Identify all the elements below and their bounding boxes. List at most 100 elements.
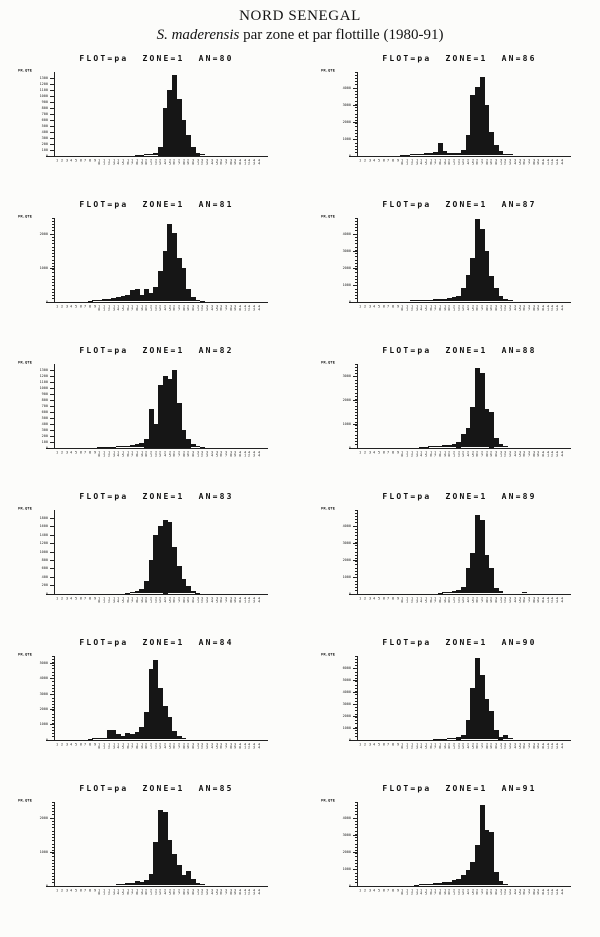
histogram-bar [493, 288, 499, 302]
y-axis-line [54, 363, 55, 448]
y-minor-tick [355, 729, 357, 731]
y-minor-tick [355, 875, 357, 877]
y-minor-tick [355, 444, 357, 446]
y-tick-label: 1000 [39, 549, 48, 554]
histogram-bar [181, 267, 187, 302]
y-tick-label: 500 [41, 123, 48, 128]
histogram-bar [195, 882, 201, 886]
histogram-bar [120, 446, 126, 448]
y-minor-tick [355, 84, 357, 86]
histogram-bar [446, 881, 452, 886]
y-tick [50, 851, 54, 853]
x-tick-label: 6 [79, 596, 82, 600]
x-tick-label: 8 [89, 596, 92, 600]
y-minor-tick [355, 655, 357, 657]
x-axis-line [46, 301, 268, 303]
histogram-bar [437, 298, 443, 302]
y-minor-tick [355, 431, 357, 433]
y-minor-tick [355, 830, 357, 832]
histogram-bar [158, 384, 163, 448]
y-tick [50, 131, 54, 133]
x-axis-line [349, 885, 571, 887]
y-minor-tick [355, 885, 357, 887]
x-axis-line [349, 447, 571, 449]
x-tick-label: 9 [396, 450, 399, 454]
x-tick-label: 6 [79, 304, 82, 308]
x-tick-label: 1 [359, 888, 362, 892]
histogram-bar [134, 154, 140, 156]
histogram-bar [143, 880, 149, 886]
x-tick-label: 1 [56, 450, 59, 454]
histogram-bar [456, 736, 462, 740]
y-minor-tick [355, 882, 357, 884]
histogram-bar [148, 408, 154, 448]
y-minor-tick [355, 220, 357, 222]
y-tick-label: 1000 [342, 282, 351, 287]
y-minor-tick [355, 223, 357, 225]
histogram-bar [475, 845, 481, 886]
y-axis-title: FR.QTE [18, 505, 32, 510]
y-tick [50, 818, 54, 820]
y-minor-tick [355, 379, 357, 381]
y-tick [50, 559, 54, 561]
y-minor-tick [52, 678, 54, 680]
x-tick-label: 9 [396, 596, 399, 600]
histogram-bar [190, 146, 196, 156]
subtitle-text: par zone et par flottille (1980-91) [239, 26, 444, 43]
y-tick [50, 693, 54, 695]
y-minor-tick [355, 574, 357, 576]
y-minor-tick [355, 849, 357, 851]
y-tick [50, 411, 54, 413]
y-minor-tick [52, 723, 54, 725]
y-minor-tick [52, 869, 54, 871]
histogram-bar [153, 660, 159, 740]
y-tick [353, 818, 357, 820]
y-tick-label: 3000 [342, 833, 351, 838]
histogram-bar [111, 298, 117, 302]
x-tick-label: 2 [60, 158, 64, 162]
histogram-bar [470, 257, 476, 302]
charts-grid: FLOT=pa ZONE=1 AN=80 FR.QTE 0 100 200 300 400… [0, 45, 600, 927]
histogram-bar [456, 152, 462, 156]
histogram-bar [451, 737, 457, 740]
y-minor-tick [355, 116, 357, 118]
y-minor-tick [355, 421, 357, 423]
y-minor-tick [355, 74, 357, 76]
x-tick-label: 3 [65, 158, 68, 162]
histogram-bar [106, 298, 112, 302]
histogram-bar [465, 274, 471, 302]
histogram-bar [521, 592, 527, 594]
chart-header: FLOT=pa ZONE=1 AN=83 [79, 491, 234, 501]
chart-header: FLOT=pa ZONE=1 AN=85 [79, 783, 234, 793]
histogram-bar [148, 669, 154, 740]
